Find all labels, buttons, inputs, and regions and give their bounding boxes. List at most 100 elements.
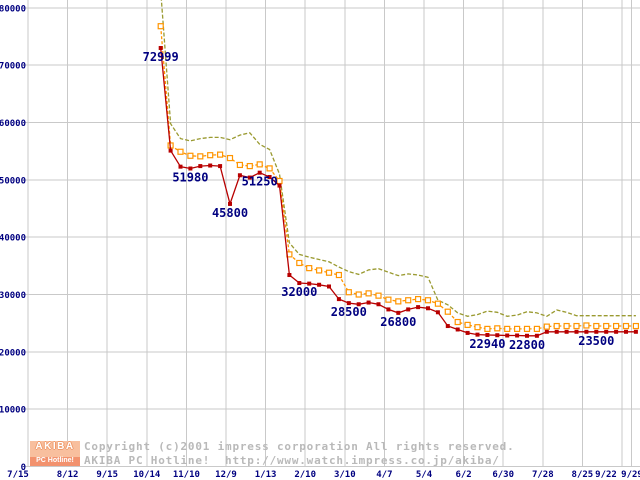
x-tick-label: 11/10 xyxy=(173,470,200,480)
data-point-label: 32000 xyxy=(281,285,317,299)
marker-lowest-price xyxy=(515,333,520,338)
y-tick-label: 50000 xyxy=(0,176,26,186)
marker-average-price xyxy=(474,324,481,331)
marker-average-price xyxy=(612,322,620,330)
marker-lowest-price xyxy=(624,329,628,334)
logo-pc-hotline-text: PC Hotline! xyxy=(30,457,80,466)
marker-lowest-price xyxy=(445,324,450,329)
marker-lowest-price xyxy=(297,281,302,286)
marker-average-price xyxy=(365,290,372,297)
marker-lowest-price xyxy=(475,332,480,337)
marker-lowest-price xyxy=(495,333,500,338)
x-tick-label: 12/9 xyxy=(215,470,237,480)
marker-average-price xyxy=(415,295,422,303)
marker-lowest-price xyxy=(633,329,638,334)
data-point-label: 26800 xyxy=(380,315,416,329)
marker-average-price xyxy=(395,298,402,305)
marker-lowest-price xyxy=(594,329,599,334)
marker-average-price xyxy=(484,325,491,333)
y-tick-label: 80000 xyxy=(0,4,26,14)
data-point-label: 51980 xyxy=(172,170,208,184)
marker-lowest-price xyxy=(584,329,589,334)
marker-average-price xyxy=(375,292,382,299)
marker-average-price xyxy=(236,161,243,169)
marker-average-price xyxy=(187,152,194,159)
x-tick-label: 8/25 xyxy=(572,470,594,480)
marker-average-price xyxy=(256,161,263,168)
marker-average-price xyxy=(345,289,352,296)
marker-average-price xyxy=(464,321,471,328)
marker-lowest-price xyxy=(158,45,163,50)
data-point-label: 22800 xyxy=(509,338,545,352)
x-tick-label: 4/7 xyxy=(376,470,392,480)
marker-lowest-price xyxy=(554,329,559,334)
marker-lowest-price xyxy=(178,164,183,169)
marker-average-price xyxy=(533,325,541,333)
marker-lowest-price xyxy=(525,333,529,338)
marker-average-price xyxy=(226,154,234,162)
marker-average-price xyxy=(454,318,461,326)
x-tick-label: 3/10 xyxy=(334,470,356,480)
marker-lowest-price xyxy=(534,333,539,338)
marker-lowest-price xyxy=(465,330,470,335)
marker-lowest-price xyxy=(257,170,262,175)
marker-lowest-price xyxy=(485,332,490,337)
marker-average-price xyxy=(306,265,313,272)
data-point-label: 22940 xyxy=(469,337,505,351)
marker-lowest-price xyxy=(614,329,619,334)
marker-average-price xyxy=(543,323,550,330)
marker-lowest-price xyxy=(406,307,411,312)
copyright-line-2: AKIBA PC Hotline! http://www.watch.impre… xyxy=(84,454,500,467)
marker-average-price xyxy=(573,322,580,330)
data-point-label: 72999 xyxy=(143,50,179,64)
marker-average-price xyxy=(513,325,521,333)
marker-lowest-price xyxy=(168,148,173,153)
marker-lowest-price xyxy=(218,164,223,169)
x-tick-label: 9/22 xyxy=(595,470,617,480)
marker-lowest-price xyxy=(574,329,579,334)
marker-lowest-price xyxy=(336,297,341,302)
marker-lowest-price xyxy=(317,282,322,287)
x-tick-label: 5/4 xyxy=(416,470,433,480)
x-tick-label-latest: 9/29 xyxy=(621,470,640,480)
marker-average-price xyxy=(563,322,570,330)
marker-lowest-price xyxy=(416,305,421,310)
marker-lowest-price xyxy=(544,329,549,334)
y-tick-label: 20000 xyxy=(0,348,26,358)
marker-lowest-price xyxy=(356,302,361,307)
y-tick-label: 30000 xyxy=(0,291,26,301)
marker-average-price xyxy=(335,271,342,279)
marker-lowest-price xyxy=(287,273,292,278)
y-tick-label: 70000 xyxy=(0,62,26,72)
marker-average-price xyxy=(504,325,511,333)
marker-average-price xyxy=(632,322,640,330)
marker-lowest-price xyxy=(267,174,272,179)
x-tick-label: 6/30 xyxy=(492,470,514,480)
marker-average-price xyxy=(197,153,204,160)
marker-lowest-price xyxy=(277,183,282,188)
marker-lowest-price xyxy=(327,284,331,289)
marker-average-price xyxy=(523,325,531,333)
marker-average-price xyxy=(276,177,283,185)
marker-average-price xyxy=(246,162,253,170)
data-point-label: 45800 xyxy=(212,206,248,220)
marker-average-price xyxy=(177,148,184,155)
marker-lowest-price xyxy=(376,302,381,307)
marker-average-price xyxy=(157,23,164,30)
x-tick-label: 10/14 xyxy=(133,470,161,480)
y-tick-label: 10000 xyxy=(0,406,26,416)
x-tick-label: 7/28 xyxy=(532,470,554,480)
marker-lowest-price xyxy=(346,301,351,306)
series-line-average-price xyxy=(160,26,636,330)
marker-lowest-price xyxy=(307,281,312,286)
marker-average-price xyxy=(494,325,501,332)
marker-lowest-price xyxy=(228,201,232,206)
marker-lowest-price xyxy=(564,329,569,334)
logo-akiba-text: AKIBA xyxy=(35,441,75,452)
marker-average-price xyxy=(266,165,273,172)
marker-lowest-price xyxy=(505,333,510,338)
marker-average-price xyxy=(444,308,451,315)
marker-average-price xyxy=(603,322,610,330)
